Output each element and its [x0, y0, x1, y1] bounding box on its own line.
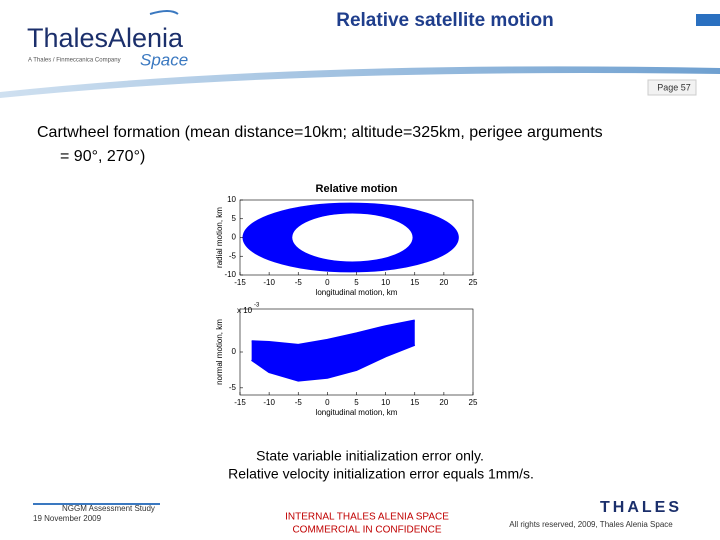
- x-tick-label: 15: [410, 278, 419, 287]
- footer-brand: THALES: [600, 499, 682, 516]
- x-axis-label: longitudinal motion, km: [316, 288, 398, 297]
- x-tick-label: -10: [263, 278, 275, 287]
- slide-title: Relative satellite motion: [336, 10, 554, 31]
- x-tick-label: -10: [263, 398, 275, 407]
- x-tick-label: 25: [469, 278, 478, 287]
- y-tick-label: 5: [232, 214, 237, 223]
- x-tick-label: 20: [439, 278, 448, 287]
- body-text: Cartwheel formation (mean distance=10km;…: [37, 124, 603, 141]
- header-tab: [696, 14, 720, 26]
- y-tick-label: -5: [229, 251, 237, 260]
- x-tick-label: -5: [295, 398, 303, 407]
- x-tick-label: 20: [439, 398, 448, 407]
- footer-confidential: COMMERCIAL IN CONFIDENCE: [292, 525, 441, 536]
- footer-rights: All rights reserved, 2009, Thales Alenia…: [509, 520, 673, 529]
- logo: ThalesAlenia: [27, 23, 184, 53]
- y-exponent: -3: [254, 303, 260, 309]
- x-tick-label: 0: [325, 278, 330, 287]
- y-tick-label: -5: [229, 383, 237, 392]
- x-tick-label: 0: [325, 398, 330, 407]
- x-tick-label: -15: [234, 398, 246, 407]
- x-tick-label: 10: [381, 278, 390, 287]
- y-axis-label: radial motion, km: [215, 207, 224, 268]
- caption: Relative velocity initialization error e…: [228, 466, 534, 482]
- y-axis-label: normal motion, km: [215, 319, 224, 385]
- y-tick-label: 10: [227, 195, 236, 204]
- upper-edge: [251, 319, 415, 346]
- x-tick-label: 15: [410, 398, 419, 407]
- logo-space: Space: [140, 50, 188, 69]
- x-tick-label: 25: [469, 398, 478, 407]
- footer-study: NGGM Assessment Study: [62, 504, 155, 513]
- caption: State variable initialization error only…: [256, 448, 484, 464]
- x-tick-label: 10: [381, 398, 390, 407]
- footer-rule: [33, 503, 160, 505]
- x-tick-label: 5: [354, 278, 359, 287]
- footer-confidential: INTERNAL THALES ALENIA SPACE: [285, 512, 449, 523]
- x-tick-label: 5: [354, 398, 359, 407]
- logo-tagline: A Thales / Finmeccanica Company: [28, 58, 121, 64]
- inner-ellipse: [291, 212, 414, 263]
- y-tick-label: 0: [232, 347, 237, 356]
- body-text: = 90°, 270°): [60, 148, 145, 165]
- y-multiplier: x 10: [237, 306, 253, 315]
- lower-edge: [251, 343, 416, 382]
- header-swoosh: [0, 66, 720, 98]
- band-area: [251, 320, 415, 381]
- logo-arc: [149, 10, 179, 15]
- x-tick-label: -15: [234, 278, 246, 287]
- x-tick-label: -5: [295, 278, 303, 287]
- footer-date: 19 November 2009: [33, 514, 102, 523]
- y-tick-label: 0: [232, 233, 237, 242]
- chart-title: Relative motion: [316, 183, 398, 195]
- page-number: Page 57: [657, 82, 691, 92]
- page-box: [647, 79, 697, 96]
- y-tick-label: -10: [224, 270, 236, 279]
- x-axis-label: longitudinal motion, km: [316, 408, 398, 417]
